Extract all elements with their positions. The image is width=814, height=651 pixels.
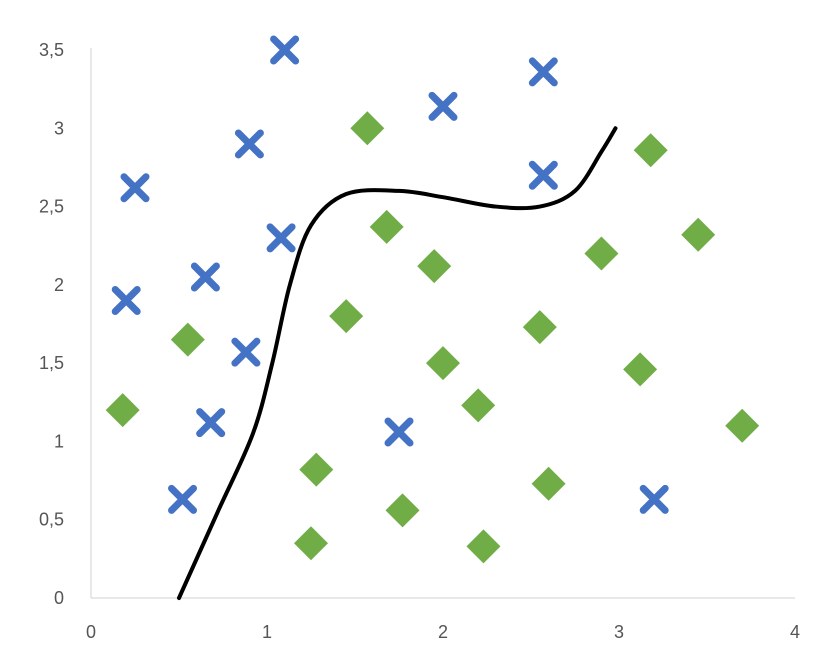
data-points [105, 35, 760, 564]
x-marker-point [266, 223, 296, 253]
y-tick-label: 0,5 [39, 510, 64, 530]
x-tick-label: 0 [86, 622, 96, 642]
y-tick-label: 2 [54, 275, 64, 295]
x-marker-point [234, 129, 264, 159]
diamond-marker-point [350, 111, 385, 146]
x-marker-point [168, 484, 198, 514]
diamond-marker-point [385, 493, 420, 528]
x-tick-label: 2 [438, 622, 448, 642]
x-marker-point [528, 160, 558, 190]
x-marker-point [190, 262, 220, 292]
diamond-marker-point [105, 393, 140, 428]
diamond-marker-point [531, 466, 566, 501]
y-tick-label: 2,5 [39, 197, 64, 217]
x-marker-point [384, 417, 414, 447]
diamond-marker-point [725, 408, 760, 443]
diamond-marker-point [426, 346, 460, 381]
y-tick-label: 3,5 [39, 40, 64, 60]
x-tick-label: 4 [790, 622, 800, 642]
diamond-marker-point [369, 209, 404, 244]
x-tick-label: 1 [262, 622, 272, 642]
diamond-marker-point [329, 299, 364, 334]
y-tick-label: 1 [54, 431, 64, 451]
x-marker-point [528, 57, 558, 87]
diamond-marker-point [170, 322, 205, 357]
x-marker-point [270, 35, 300, 65]
x-marker-point [639, 484, 669, 514]
diamond-marker-point [461, 388, 496, 423]
diamond-marker-point [623, 352, 658, 387]
diamond-marker-point [681, 217, 716, 252]
x-marker-point [120, 173, 150, 203]
y-tick-label: 3 [54, 118, 64, 138]
diamond-marker-point [466, 529, 501, 564]
x-marker-point [196, 408, 226, 438]
y-tick-label: 0 [54, 588, 64, 608]
decision-boundary [177, 126, 618, 600]
x-tick-label: 3 [614, 622, 624, 642]
x-marker-point [428, 91, 458, 121]
diamond-marker-point [294, 526, 328, 561]
diamond-marker-point [584, 236, 619, 271]
decision-boundary-curve [177, 126, 618, 600]
x-marker-point [231, 337, 261, 367]
diamond-marker-point [299, 452, 334, 487]
diamond-marker-point [417, 249, 452, 284]
x-marker-point [111, 286, 141, 316]
y-tick-label: 1,5 [39, 353, 64, 373]
diamond-marker-point [633, 133, 668, 168]
diamond-marker-point [522, 310, 557, 345]
axes: 0 1 2 3 4 0 0,5 1 1,5 2 2,5 3 3,5 [39, 40, 800, 642]
